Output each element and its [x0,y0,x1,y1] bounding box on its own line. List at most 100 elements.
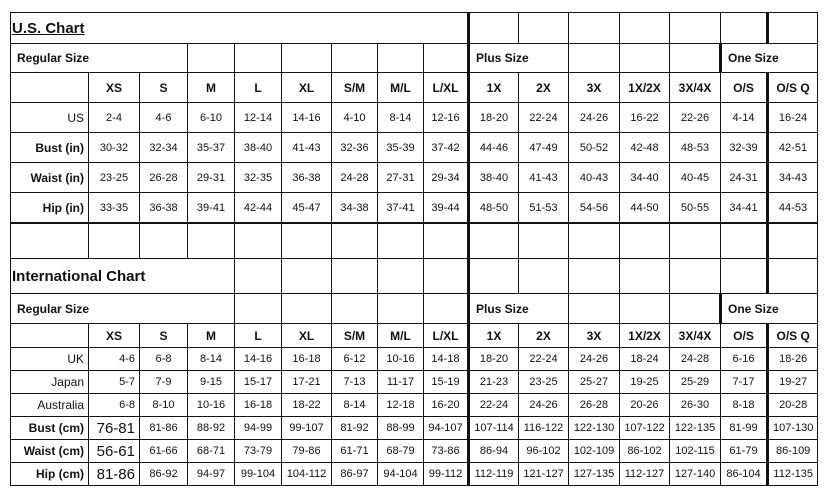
empty-cell [281,223,332,259]
size-value: 12-18 [377,393,424,417]
size-value: 24-28 [669,347,721,371]
size-value: 112-135 [765,462,819,486]
row-label: Australia [10,393,89,417]
size-value: 32-39 [720,132,768,163]
table-row: Waist (in) 23-25 26-28 29-31 32-35 36-38 24-28… [10,162,818,193]
size-value: 94-97 [187,462,235,486]
size-value: 4-6 [139,102,188,133]
empty-cell [281,293,332,324]
size-value: 81-99 [720,416,768,440]
us-size-chart: U.S. Chart Regular Size Plus Size One Size X… [10,12,818,223]
empty-cell [669,293,721,324]
size-value: 112-127 [619,462,670,486]
size-header: 1X [467,72,519,103]
size-value: 10-16 [187,393,235,417]
size-value: 24-31 [720,162,768,193]
size-value: 99-104 [234,462,282,486]
size-value: 122-135 [669,416,721,440]
size-value: 39-44 [423,192,469,223]
size-header: M [187,323,235,348]
size-value: 32-36 [331,132,378,163]
size-value: 14-16 [234,347,282,371]
size-value: 39-41 [187,192,235,223]
size-value: 35-37 [187,132,235,163]
size-value: 102-115 [669,439,721,463]
size-value: 5-7 [88,370,140,394]
size-value: 88-92 [187,416,235,440]
size-value: 11-17 [377,370,424,394]
size-value: 38-40 [467,162,519,193]
size-value: 40-43 [568,162,620,193]
size-value: 16-18 [234,393,282,417]
size-value: 34-40 [619,162,670,193]
empty-cell [423,258,469,294]
size-value: 8-10 [139,393,188,417]
row-label: Waist (in) [10,162,89,193]
empty-cell [10,72,89,103]
size-header: M/L [377,72,424,103]
size-value: 34-43 [766,162,818,193]
size-value: 24-26 [518,393,569,417]
size-value: 47-49 [518,132,569,163]
empty-cell [765,258,819,294]
row-label: Bust (cm) [10,416,89,440]
empty-cell [377,293,424,324]
size-value: 73-86 [423,439,469,463]
size-value: 8-18 [720,393,768,417]
size-value: 34-38 [331,192,378,223]
regular-size-label: Regular Size [10,293,235,324]
size-value: 8-14 [331,393,378,417]
size-value: 86-104 [720,462,768,486]
size-value: 15-19 [423,370,469,394]
size-header: L/XL [423,323,469,348]
size-value: 18-20 [467,102,519,133]
table-row: US 2-4 4-6 6-10 12-14 14-16 4-10 8-14 12-16 18-20… [10,102,818,133]
empty-cell [331,293,378,324]
size-value: 6-10 [187,102,235,133]
size-header: S [139,72,188,103]
regular-size-label: Regular Size [10,43,188,73]
size-header: O/S Q [765,323,819,348]
size-value: 30-32 [88,132,140,163]
empty-cell [568,12,620,44]
size-value: 16-20 [423,393,469,417]
empty-cell [423,223,469,259]
size-value: 18-20 [467,347,519,371]
blank-row [10,223,819,259]
size-value: 61-71 [331,439,378,463]
size-value: 73-79 [234,439,282,463]
row-label: Hip (in) [10,192,89,223]
size-value: 42-51 [766,132,818,163]
empty-cell [568,43,620,73]
table-row: Australia 6-8 8-10 10-16 16-18 18-22 8-14 12-18… [10,393,819,417]
size-value: 86-94 [467,439,519,463]
empty-cell [720,12,768,44]
size-header: L/XL [423,72,469,103]
empty-cell [234,293,282,324]
size-value: 76-81 [88,416,140,440]
size-value: 107-114 [467,416,519,440]
size-value: 6-16 [720,347,768,371]
size-header-row: XS S M L XL S/M M/L L/XL 1X 2X 3X 1X/2X 3X/4X O/S O/S … [10,323,819,348]
size-value: 4-6 [88,347,140,371]
size-value: 86-92 [139,462,188,486]
size-header: 2X [518,323,569,348]
size-value: 61-79 [720,439,768,463]
empty-cell [720,258,768,294]
size-value: 107-130 [765,416,819,440]
size-value: 23-25 [88,162,140,193]
empty-cell [568,293,620,324]
section-row: Regular Size Plus Size One Size [10,43,818,73]
row-label: US [10,102,89,133]
size-value: 27-31 [377,162,424,193]
size-value: 48-50 [467,192,519,223]
empty-cell [423,293,469,324]
empty-cell [234,43,282,73]
size-header: S [139,323,188,348]
empty-cell [187,43,235,73]
size-header: XL [281,72,332,103]
size-value: 86-97 [331,462,378,486]
size-header: S/M [331,323,378,348]
empty-cell [669,12,721,44]
size-value: 68-71 [187,439,235,463]
